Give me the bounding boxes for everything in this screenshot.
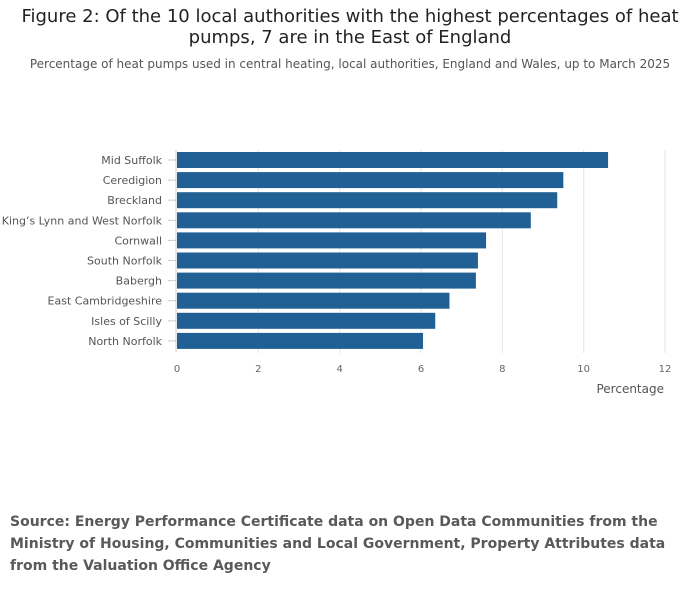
x-axis-label: Percentage: [596, 382, 664, 396]
bar-7[interactable]: [177, 292, 450, 309]
category-label-8: Isles of Scilly: [91, 315, 162, 328]
bar-1[interactable]: [177, 172, 564, 189]
x-tick-0: 0: [174, 364, 180, 375]
bar-4[interactable]: [177, 232, 487, 249]
bar-3[interactable]: [177, 212, 531, 229]
category-label-2: Breckland: [107, 194, 162, 207]
bar-5[interactable]: [177, 252, 478, 269]
source-note: Source: Energy Performance Certificate d…: [10, 514, 666, 574]
x-tick-12: 12: [659, 364, 672, 375]
category-label-3: King’s Lynn and West Norfolk: [2, 214, 163, 227]
category-label-5: South Norfolk: [87, 255, 163, 268]
bar-6[interactable]: [177, 272, 476, 289]
chart-subtitle: Percentage of heat pumps used in central…: [29, 57, 671, 71]
bar-8[interactable]: [177, 312, 436, 329]
bars: [177, 152, 609, 349]
bar-9[interactable]: [177, 332, 424, 349]
x-tick-6: 6: [418, 364, 424, 375]
bar-0[interactable]: [177, 152, 609, 168]
chart-title: Figure 2: Of the 10 local authorities wi…: [21, 6, 679, 48]
category-label-0: Mid Suffolk: [101, 154, 162, 167]
x-tick-4: 4: [336, 364, 342, 375]
category-label-6: Babergh: [116, 275, 162, 288]
x-tick-2: 2: [255, 364, 261, 375]
x-tick-10: 10: [577, 364, 590, 375]
category-label-4: Cornwall: [114, 234, 162, 247]
category-labels: Mid Suffolk Ceredigion Breckland King’s Lyn…: [2, 154, 176, 348]
category-label-1: Ceredigion: [103, 174, 162, 187]
x-tick-8: 8: [499, 364, 505, 375]
bar-2[interactable]: [177, 192, 558, 209]
bar-chart: Mid Suffolk Ceredigion Breckland King’s Lyn…: [2, 150, 672, 396]
category-label-7: East Cambridgeshire: [48, 295, 163, 308]
x-tick-labels: 0 2 4 6 8 10 12: [174, 364, 672, 375]
category-label-9: North Norfolk: [88, 335, 162, 348]
